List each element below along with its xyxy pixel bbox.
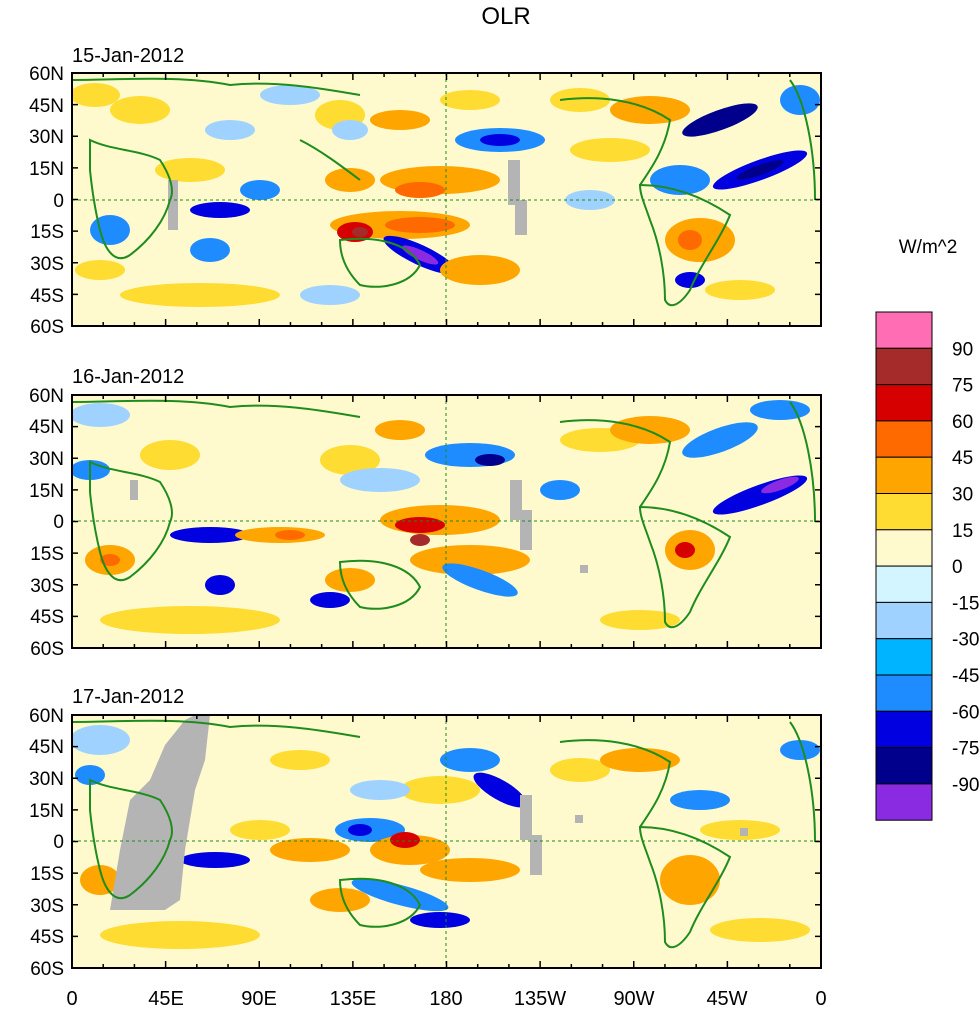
lat-label: 30S <box>30 254 64 275</box>
colorbar-label: 45 <box>952 448 973 469</box>
lon-label: 0 <box>815 988 826 1010</box>
lat-label: 15S <box>30 864 64 885</box>
lat-label: 60N <box>29 386 64 407</box>
colorbar-label: 75 <box>952 376 973 397</box>
lat-label: 15N <box>29 801 64 822</box>
lat-label: 30N <box>29 769 64 790</box>
colorbar-label: 60 <box>952 412 973 433</box>
lon-label: 0 <box>66 988 77 1010</box>
lat-label: 0 <box>53 191 64 212</box>
colorbar-label: -60 <box>952 702 979 723</box>
missing-data <box>130 480 588 573</box>
lat-label: 15N <box>29 481 64 502</box>
colorbar-swatch <box>875 674 933 712</box>
colorbar-swatch <box>875 565 933 603</box>
lat-tick-labels-3: 60N 45N 30N 15N 0 15S 30S 45S 60S <box>29 706 64 980</box>
lat-label: 30S <box>30 896 64 917</box>
map-panel-3: 17-Jan-2012 <box>29 686 826 1010</box>
olr-anomaly-field <box>72 725 820 949</box>
lat-label: 45S <box>30 607 64 628</box>
lat-label: 60S <box>30 317 64 338</box>
colorbar-label: -75 <box>952 739 979 760</box>
colorbar: W/m^2 90 75 60 45 30 15 0 -15 -30 -45 -60 -75 -90 <box>875 237 979 821</box>
lat-tick-labels-2: 60N 45N 30N 15N 0 15S 30S 45S 60S <box>29 386 64 660</box>
lat-label: 30N <box>29 127 64 148</box>
lon-label: 135W <box>514 988 566 1010</box>
missing-data <box>110 715 748 910</box>
panel-date-2: 16-Jan-2012 <box>72 366 184 388</box>
lat-label: 60S <box>30 639 64 660</box>
colorbar-label: 30 <box>952 485 973 506</box>
lat-label: 60N <box>29 706 64 727</box>
lat-tick-labels-1: 60N 45N 30N 15N 0 15S 30S 45S 60S <box>29 64 64 338</box>
colorbar-swatch <box>875 420 933 458</box>
lat-label: 60N <box>29 64 64 85</box>
lat-label: 15S <box>30 544 64 565</box>
lat-label: 60S <box>30 959 64 980</box>
colorbar-label: -15 <box>952 593 979 614</box>
colorbar-labels: 90 75 60 45 30 15 0 -15 -30 -45 -60 -75 -90 <box>952 339 979 796</box>
colorbar-label: 15 <box>952 521 973 542</box>
lat-label: 45N <box>29 417 64 438</box>
colorbar-boxes <box>875 311 933 821</box>
olr-anomaly-field <box>72 400 810 634</box>
colorbar-swatch <box>875 638 933 676</box>
lon-label: 45W <box>706 988 747 1010</box>
colorbar-swatch <box>875 783 933 821</box>
panel-date-3: 17-Jan-2012 <box>72 686 184 708</box>
colorbar-swatch <box>875 456 933 495</box>
colorbar-swatch <box>875 311 933 349</box>
lat-label: 30N <box>29 449 64 470</box>
panel-date-1: 15-Jan-2012 <box>72 45 184 67</box>
colorbar-label: -90 <box>952 775 979 796</box>
coastlines <box>72 399 816 629</box>
lat-label: 45N <box>29 96 64 117</box>
lon-label: 180 <box>429 988 462 1010</box>
colorbar-swatch <box>875 747 933 785</box>
lat-label: 0 <box>53 512 64 533</box>
lat-label: 0 <box>53 832 64 853</box>
colorbar-swatch <box>875 384 933 422</box>
lon-label: 90W <box>613 988 654 1010</box>
colorbar-swatch <box>875 347 933 386</box>
colorbar-swatch <box>875 710 933 749</box>
colorbar-label: 0 <box>952 557 963 578</box>
lon-label: 45E <box>148 988 184 1010</box>
colorbar-label: -45 <box>952 666 979 687</box>
lat-label: 15S <box>30 222 64 243</box>
lon-label: 135E <box>330 988 377 1010</box>
lat-label: 30S <box>30 576 64 597</box>
colorbar-label: -30 <box>952 630 979 651</box>
lat-label: 45S <box>30 286 64 307</box>
colorbar-swatch <box>875 493 933 531</box>
missing-data <box>168 160 527 235</box>
lat-label: 45S <box>30 927 64 948</box>
lon-label: 90E <box>241 988 277 1010</box>
map-panel-2: 16-Jan-2012 <box>29 366 822 660</box>
map-panel-1: 15-Jan-2012 <box>29 45 822 338</box>
coastlines <box>72 77 816 307</box>
colorbar-label: 90 <box>952 339 973 360</box>
colorbar-swatch <box>875 529 933 567</box>
lat-label: 45N <box>29 737 64 758</box>
axis-ticks <box>71 72 822 969</box>
figure-title: OLR <box>481 3 530 30</box>
coastlines <box>72 719 816 949</box>
colorbar-swatch <box>875 601 933 640</box>
lat-label: 15N <box>29 159 64 180</box>
lon-tick-labels: 0 45E 90E 135E 180 135W 90W 45W 0 <box>66 988 826 1010</box>
olr-anomaly-field <box>72 83 820 307</box>
colorbar-units: W/m^2 <box>899 237 958 258</box>
